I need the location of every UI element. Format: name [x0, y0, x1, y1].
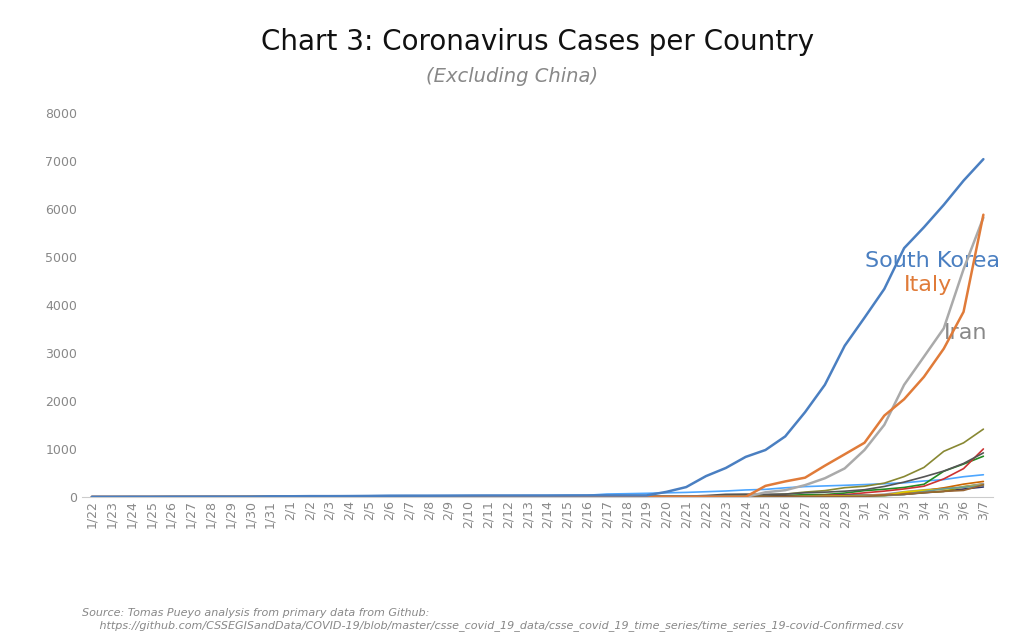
Text: Source: Tomas Pueyo analysis from primary data from Github:
     https://github.: Source: Tomas Pueyo analysis from primar…	[82, 608, 903, 631]
Text: (Excluding China): (Excluding China)	[426, 67, 598, 86]
Title: Chart 3: Coronavirus Cases per Country: Chart 3: Coronavirus Cases per Country	[261, 28, 814, 56]
Text: South Korea: South Korea	[864, 252, 999, 271]
Text: Iran: Iran	[944, 324, 987, 343]
Text: Italy: Italy	[904, 275, 952, 296]
